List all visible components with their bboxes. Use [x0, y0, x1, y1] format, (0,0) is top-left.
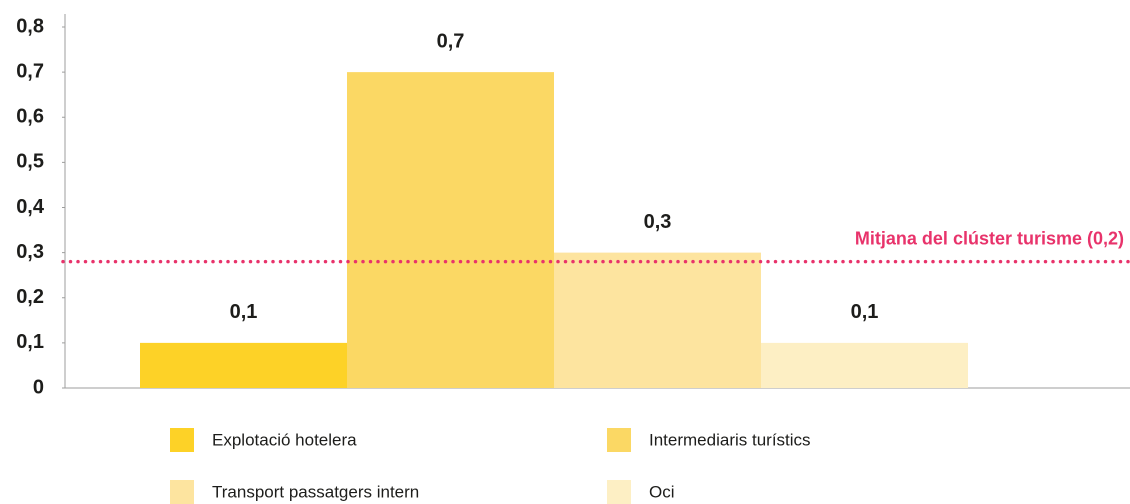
y-tick-label: 0,2 [16, 286, 44, 308]
bar [761, 342, 968, 388]
legend-label: Oci [649, 482, 675, 501]
legend-label: Intermediaris turístics [649, 430, 811, 449]
y-tick-label: 0,1 [16, 331, 44, 353]
value-label: 0,3 [644, 211, 672, 233]
y-tick-label: 0,4 [16, 196, 45, 218]
value-label: 0,7 [437, 30, 465, 52]
legend-label: Explotació hotelera [212, 430, 357, 449]
legend-label: Transport passatgers intern [212, 482, 419, 501]
y-tick-label: 0,8 [16, 15, 44, 37]
value-label: 0,1 [851, 301, 879, 323]
legend-swatch [170, 480, 194, 504]
legend-swatch [607, 428, 631, 452]
y-tick-label: 0 [33, 376, 44, 398]
legend-swatch [607, 480, 631, 504]
y-tick-label: 0,7 [16, 60, 44, 82]
value-label: 0,1 [230, 301, 258, 323]
bar [347, 72, 554, 388]
reference-label: Mitjana del clúster turisme (0,2) [855, 228, 1124, 248]
bar [554, 252, 761, 388]
bar [140, 342, 347, 388]
legend-swatch [170, 428, 194, 452]
y-tick-label: 0,3 [16, 241, 44, 263]
y-tick-label: 0,5 [16, 151, 44, 173]
y-tick-label: 0,6 [16, 106, 44, 128]
